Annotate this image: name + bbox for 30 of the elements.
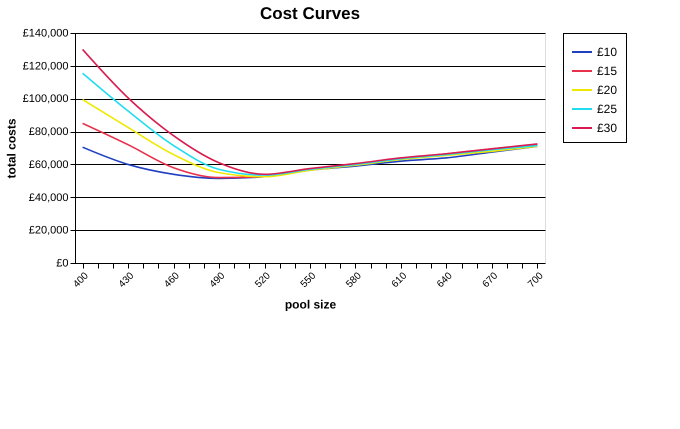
x-tick-label: 430 — [116, 270, 137, 290]
y-tick-label: £60,000 — [28, 158, 68, 171]
y-tick-label: £140,000 — [22, 28, 68, 40]
legend-label: £20 — [597, 83, 618, 97]
x-tick-label: 400 — [71, 270, 92, 290]
x-tick-label: 520 — [253, 270, 274, 290]
y-axis-title: total costs — [4, 118, 19, 179]
y-tick-label: £20,000 — [28, 224, 68, 237]
x-tick-label: 670 — [480, 270, 501, 290]
y-tick-label: £0 — [56, 258, 68, 270]
y-tick-label: £100,000 — [22, 93, 68, 106]
line-series — [82, 98, 538, 178]
x-axis-title: pool size — [284, 297, 336, 312]
x-tick-label: 640 — [435, 270, 456, 290]
x-tick-label: 490 — [208, 270, 228, 290]
legend-label: £30 — [597, 121, 618, 135]
y-tick-label: £80,000 — [28, 126, 68, 138]
x-tick-label: 460 — [162, 270, 182, 290]
x-tick-label: 580 — [344, 270, 364, 290]
y-tick-label: £120,000 — [22, 60, 68, 72]
legend-label: £10 — [597, 45, 618, 59]
y-tick-label: £40,000 — [28, 192, 68, 204]
legend-label: £15 — [597, 64, 618, 78]
line-series — [82, 48, 538, 176]
x-tick-label: 610 — [390, 270, 410, 290]
line-series — [82, 72, 538, 176]
x-tick-label: 700 — [526, 270, 546, 290]
legend-label: £25 — [597, 102, 618, 116]
x-tick-label: 550 — [298, 270, 319, 290]
chart-title: Cost Curves — [260, 4, 360, 23]
